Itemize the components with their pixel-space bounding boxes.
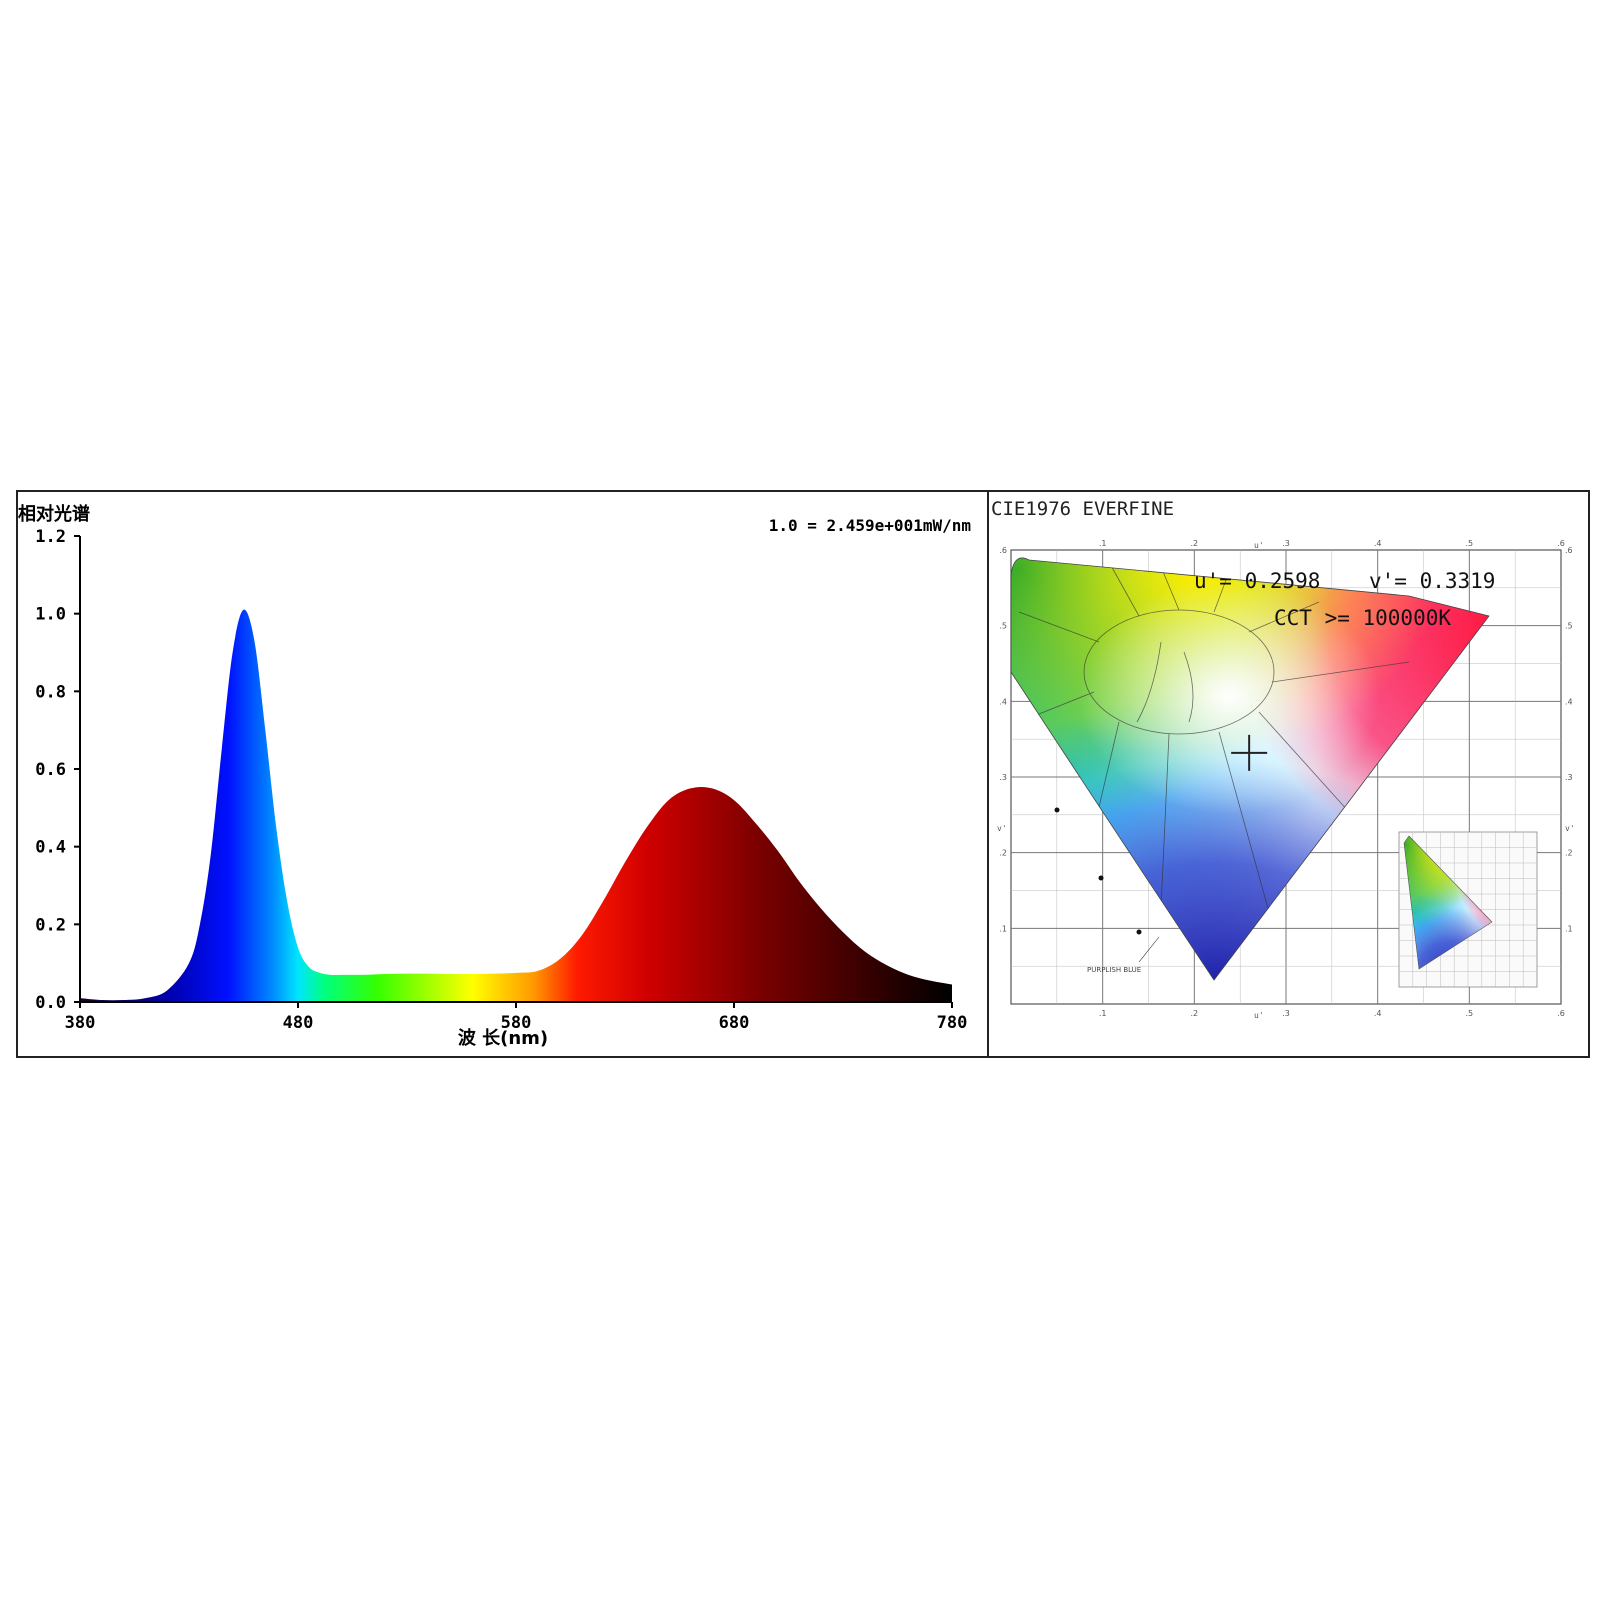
cie-v-axis-label-right: v' [1565,824,1575,833]
purplish-blue-label: PURPLISH BLUE [1087,966,1141,974]
x-axis-title: 波 长(nm) [458,1027,548,1049]
v-tick-label: .5 [999,622,1007,631]
u-prime-value: u'= 0.2598 [1194,569,1320,593]
y-tick-label: 1.0 [35,605,66,625]
v-prime-value: v'= 0.3319 [1369,569,1495,593]
y-tick-label: 0.6 [35,760,66,780]
cie-u-axis-label-top: u' [1254,541,1264,550]
x-tick-label: 580 [501,1013,532,1033]
y-axis-ticks: 0.0 0.2 0.4 0.6 0.8 1.0 1.2 [35,527,80,1013]
u-tick-label: .3 [1282,539,1290,548]
v-tick-label: .2 [999,849,1007,858]
u-tick-label: .5 [1466,539,1474,548]
v-tick-label: .5 [1565,622,1573,631]
u-tick-label: .3 [1282,1009,1290,1018]
y-tick-label: 0.8 [35,682,66,702]
v-tick-label: .4 [999,697,1007,706]
y-tick-label: 0.2 [35,915,66,935]
u-tick-label: .4 [1374,539,1382,548]
cie-tick-labels: .1.1.2.2.3.3.4.4.5.5.6.6.1.1.2.2.3.3.4.4… [999,539,1572,1018]
u-tick-label: .1 [1099,539,1107,548]
y-tick-label: 1.2 [35,527,66,547]
u-tick-label: .2 [1191,539,1199,548]
cie-diagram: CIE1976 EVERFINE .1 .1 .2 .2 .3 .3 .4 .4 .5 .5 .6.… [991,498,1575,1020]
x-tick-label: 380 [65,1013,96,1033]
v-tick-label: .3 [1565,773,1573,782]
x-tick-label: 780 [937,1013,968,1033]
spectrum-chart: 0.0 0.2 0.4 0.6 0.8 1.0 1.2 380 480 580 680 780 相对… [18,503,972,1049]
cie-v-axis-label-left: v' [997,824,1007,833]
v-tick-label: .6 [1565,546,1573,555]
locus-marker [1054,807,1060,813]
cie-u-axis-label-bottom: u' [1254,1011,1264,1020]
v-tick-label: .2 [1565,849,1573,858]
spectrum-area [80,609,952,1002]
spectral-locus-outline [1010,557,1490,981]
u-tick-label: .2 [1191,1009,1199,1018]
v-tick-label: .1 [1565,924,1573,933]
u-tick-label: .1 [1099,1009,1107,1018]
u-tick-label: .5 [1466,1009,1474,1018]
y-tick-label: 0.4 [35,838,66,858]
u-tick-label: .6 [1557,539,1565,548]
x-tick-label: 480 [283,1013,314,1033]
panel-divider [987,490,989,1058]
x-tick-label: 680 [719,1013,750,1033]
locus-marker [1136,929,1142,935]
locus-marker [1098,875,1104,881]
measured-point-marker [1231,734,1268,771]
v-tick-label: .3 [999,773,1007,782]
cie-inset-thumbnail [1398,831,1538,988]
purplish-blue-leader [1138,936,1160,963]
scale-note: 1.0 = 2.459e+001mW/nm [769,516,972,535]
cie-title: CIE1976 EVERFINE [991,498,1174,520]
y-tick-label: 0.0 [35,993,66,1013]
v-tick-label: .1 [999,924,1007,933]
v-tick-label: .6 [999,546,1007,555]
cct-value: CCT >= 100000K [1274,606,1451,630]
u-tick-label: .4 [1374,1009,1382,1018]
v-tick-label: .4 [1565,697,1573,706]
u-tick-label: .6 [1557,1009,1565,1018]
x-axis-ticks: 380 480 580 680 780 [65,1002,968,1033]
y-axis-title: 相对光谱 [18,503,90,525]
